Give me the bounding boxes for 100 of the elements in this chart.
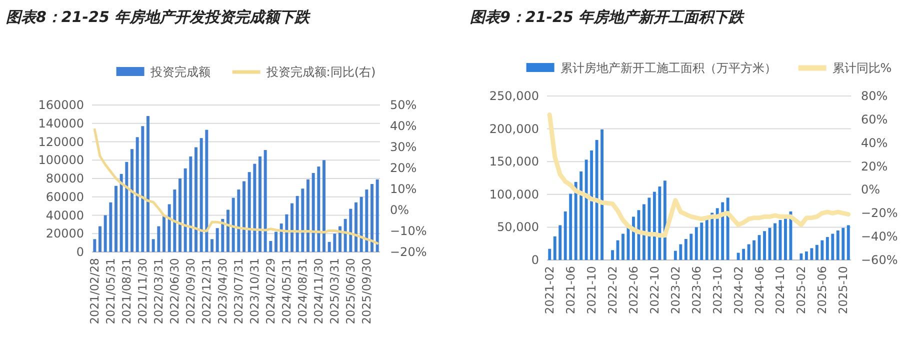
bar bbox=[752, 240, 756, 260]
y-tick-label: 160000 bbox=[38, 98, 84, 112]
bar bbox=[104, 215, 107, 252]
bar bbox=[747, 244, 750, 260]
bar bbox=[226, 210, 230, 252]
legend-label: 投资完成额:同比(右) bbox=[265, 65, 376, 79]
bar bbox=[694, 227, 698, 260]
x-tick-label: 2022/12/31 bbox=[200, 258, 214, 324]
x-tick-label: 2024/02/29 bbox=[264, 258, 278, 324]
bar bbox=[285, 214, 288, 252]
y-tick-label: 100,000 bbox=[489, 187, 539, 202]
y2-tick-label: 20% bbox=[390, 161, 417, 175]
bar bbox=[157, 226, 160, 252]
bar bbox=[716, 208, 719, 260]
bar bbox=[622, 234, 624, 260]
y2-tick-label: 50% bbox=[390, 98, 417, 112]
y-tick-label: 120000 bbox=[38, 134, 84, 149]
line-series bbox=[93, 128, 379, 245]
bar bbox=[125, 162, 128, 252]
x-tick-label: 2021/08/31 bbox=[120, 258, 134, 324]
y2-tick-label: 0% bbox=[861, 182, 880, 197]
bar bbox=[804, 251, 808, 260]
bar bbox=[253, 164, 256, 252]
bar bbox=[679, 244, 682, 260]
bar bbox=[826, 237, 829, 260]
bar bbox=[842, 228, 845, 260]
y-tick-label: 20000 bbox=[46, 226, 84, 241]
bar bbox=[280, 224, 283, 252]
y2-tick-label: −20% bbox=[390, 245, 427, 259]
bar bbox=[370, 184, 374, 252]
y2-tick-label: 40% bbox=[861, 136, 888, 150]
bar bbox=[700, 222, 704, 260]
bar bbox=[595, 140, 598, 260]
chart-title: 图表9：21-25 年房地产新开工面积下跌 bbox=[470, 8, 746, 26]
bar bbox=[258, 156, 262, 252]
bar bbox=[674, 250, 677, 260]
bar bbox=[269, 240, 272, 252]
bar bbox=[333, 234, 336, 252]
x-tick-label: 2025-02 bbox=[794, 266, 808, 314]
bar bbox=[296, 196, 299, 252]
y2-tick-label: 20% bbox=[861, 159, 888, 174]
bar bbox=[264, 150, 267, 252]
y-tick-label: 250,000 bbox=[489, 89, 539, 103]
bar bbox=[162, 216, 166, 252]
x-tick-label: 2023-06 bbox=[689, 266, 704, 314]
x-tick-label: 2021-06 bbox=[564, 266, 578, 314]
x-tick-label: 2022-02 bbox=[606, 266, 620, 314]
chart-title: 图表8：21-25 年房地产开发投资完成额下跌 bbox=[6, 8, 312, 26]
y2-tick-label: 40% bbox=[390, 119, 417, 133]
y2-tick-label: 10% bbox=[390, 182, 417, 196]
bar bbox=[114, 186, 118, 252]
bar bbox=[301, 188, 304, 252]
bar bbox=[742, 248, 746, 260]
x-tick-label: 2024/11/30 bbox=[312, 258, 326, 324]
x-tick-label: 2024/05/31 bbox=[280, 258, 294, 324]
x-tick-label: 2025/06/30 bbox=[344, 258, 358, 324]
bar bbox=[658, 186, 662, 260]
bar bbox=[312, 172, 315, 252]
bar bbox=[652, 192, 656, 260]
x-tick-label: 2023/07/31 bbox=[232, 258, 246, 324]
bar bbox=[317, 166, 320, 252]
bar bbox=[800, 253, 803, 260]
bar bbox=[338, 226, 342, 252]
bar bbox=[600, 129, 604, 260]
bar bbox=[642, 204, 646, 260]
y-tick-label: 0 bbox=[531, 253, 539, 267]
bar bbox=[584, 160, 588, 260]
y-tick-label: 40000 bbox=[46, 208, 84, 222]
bar bbox=[178, 178, 182, 252]
bar bbox=[248, 172, 251, 252]
y2-tick-label: 60% bbox=[861, 112, 888, 126]
y-tick-label: 200,000 bbox=[489, 122, 539, 136]
y2-tick-label: 80% bbox=[861, 89, 888, 103]
bar bbox=[705, 218, 708, 260]
bar bbox=[184, 168, 187, 252]
bar bbox=[810, 248, 814, 260]
y-tick-label: 50,000 bbox=[497, 220, 539, 234]
bar bbox=[611, 250, 614, 260]
bar bbox=[210, 239, 214, 252]
bar bbox=[109, 202, 112, 252]
bar bbox=[306, 179, 310, 252]
bar bbox=[836, 230, 840, 260]
y-tick-label: 80000 bbox=[46, 172, 84, 186]
y-tick-label: 60000 bbox=[46, 190, 84, 204]
bar bbox=[553, 236, 556, 260]
bar bbox=[349, 208, 352, 252]
bar bbox=[322, 160, 326, 252]
bar bbox=[141, 126, 144, 252]
x-tick-label: 2022-10 bbox=[647, 266, 662, 314]
y-tick-label: 140000 bbox=[38, 116, 84, 130]
bar bbox=[360, 196, 363, 252]
bar bbox=[173, 190, 176, 252]
x-tick-label: 2023-10 bbox=[710, 266, 724, 314]
x-tick-label: 2025-10 bbox=[836, 266, 850, 314]
bar bbox=[580, 171, 583, 260]
bar bbox=[205, 130, 208, 252]
bar bbox=[328, 242, 331, 252]
bar bbox=[146, 116, 150, 252]
bar bbox=[774, 223, 776, 260]
bar bbox=[846, 225, 850, 260]
